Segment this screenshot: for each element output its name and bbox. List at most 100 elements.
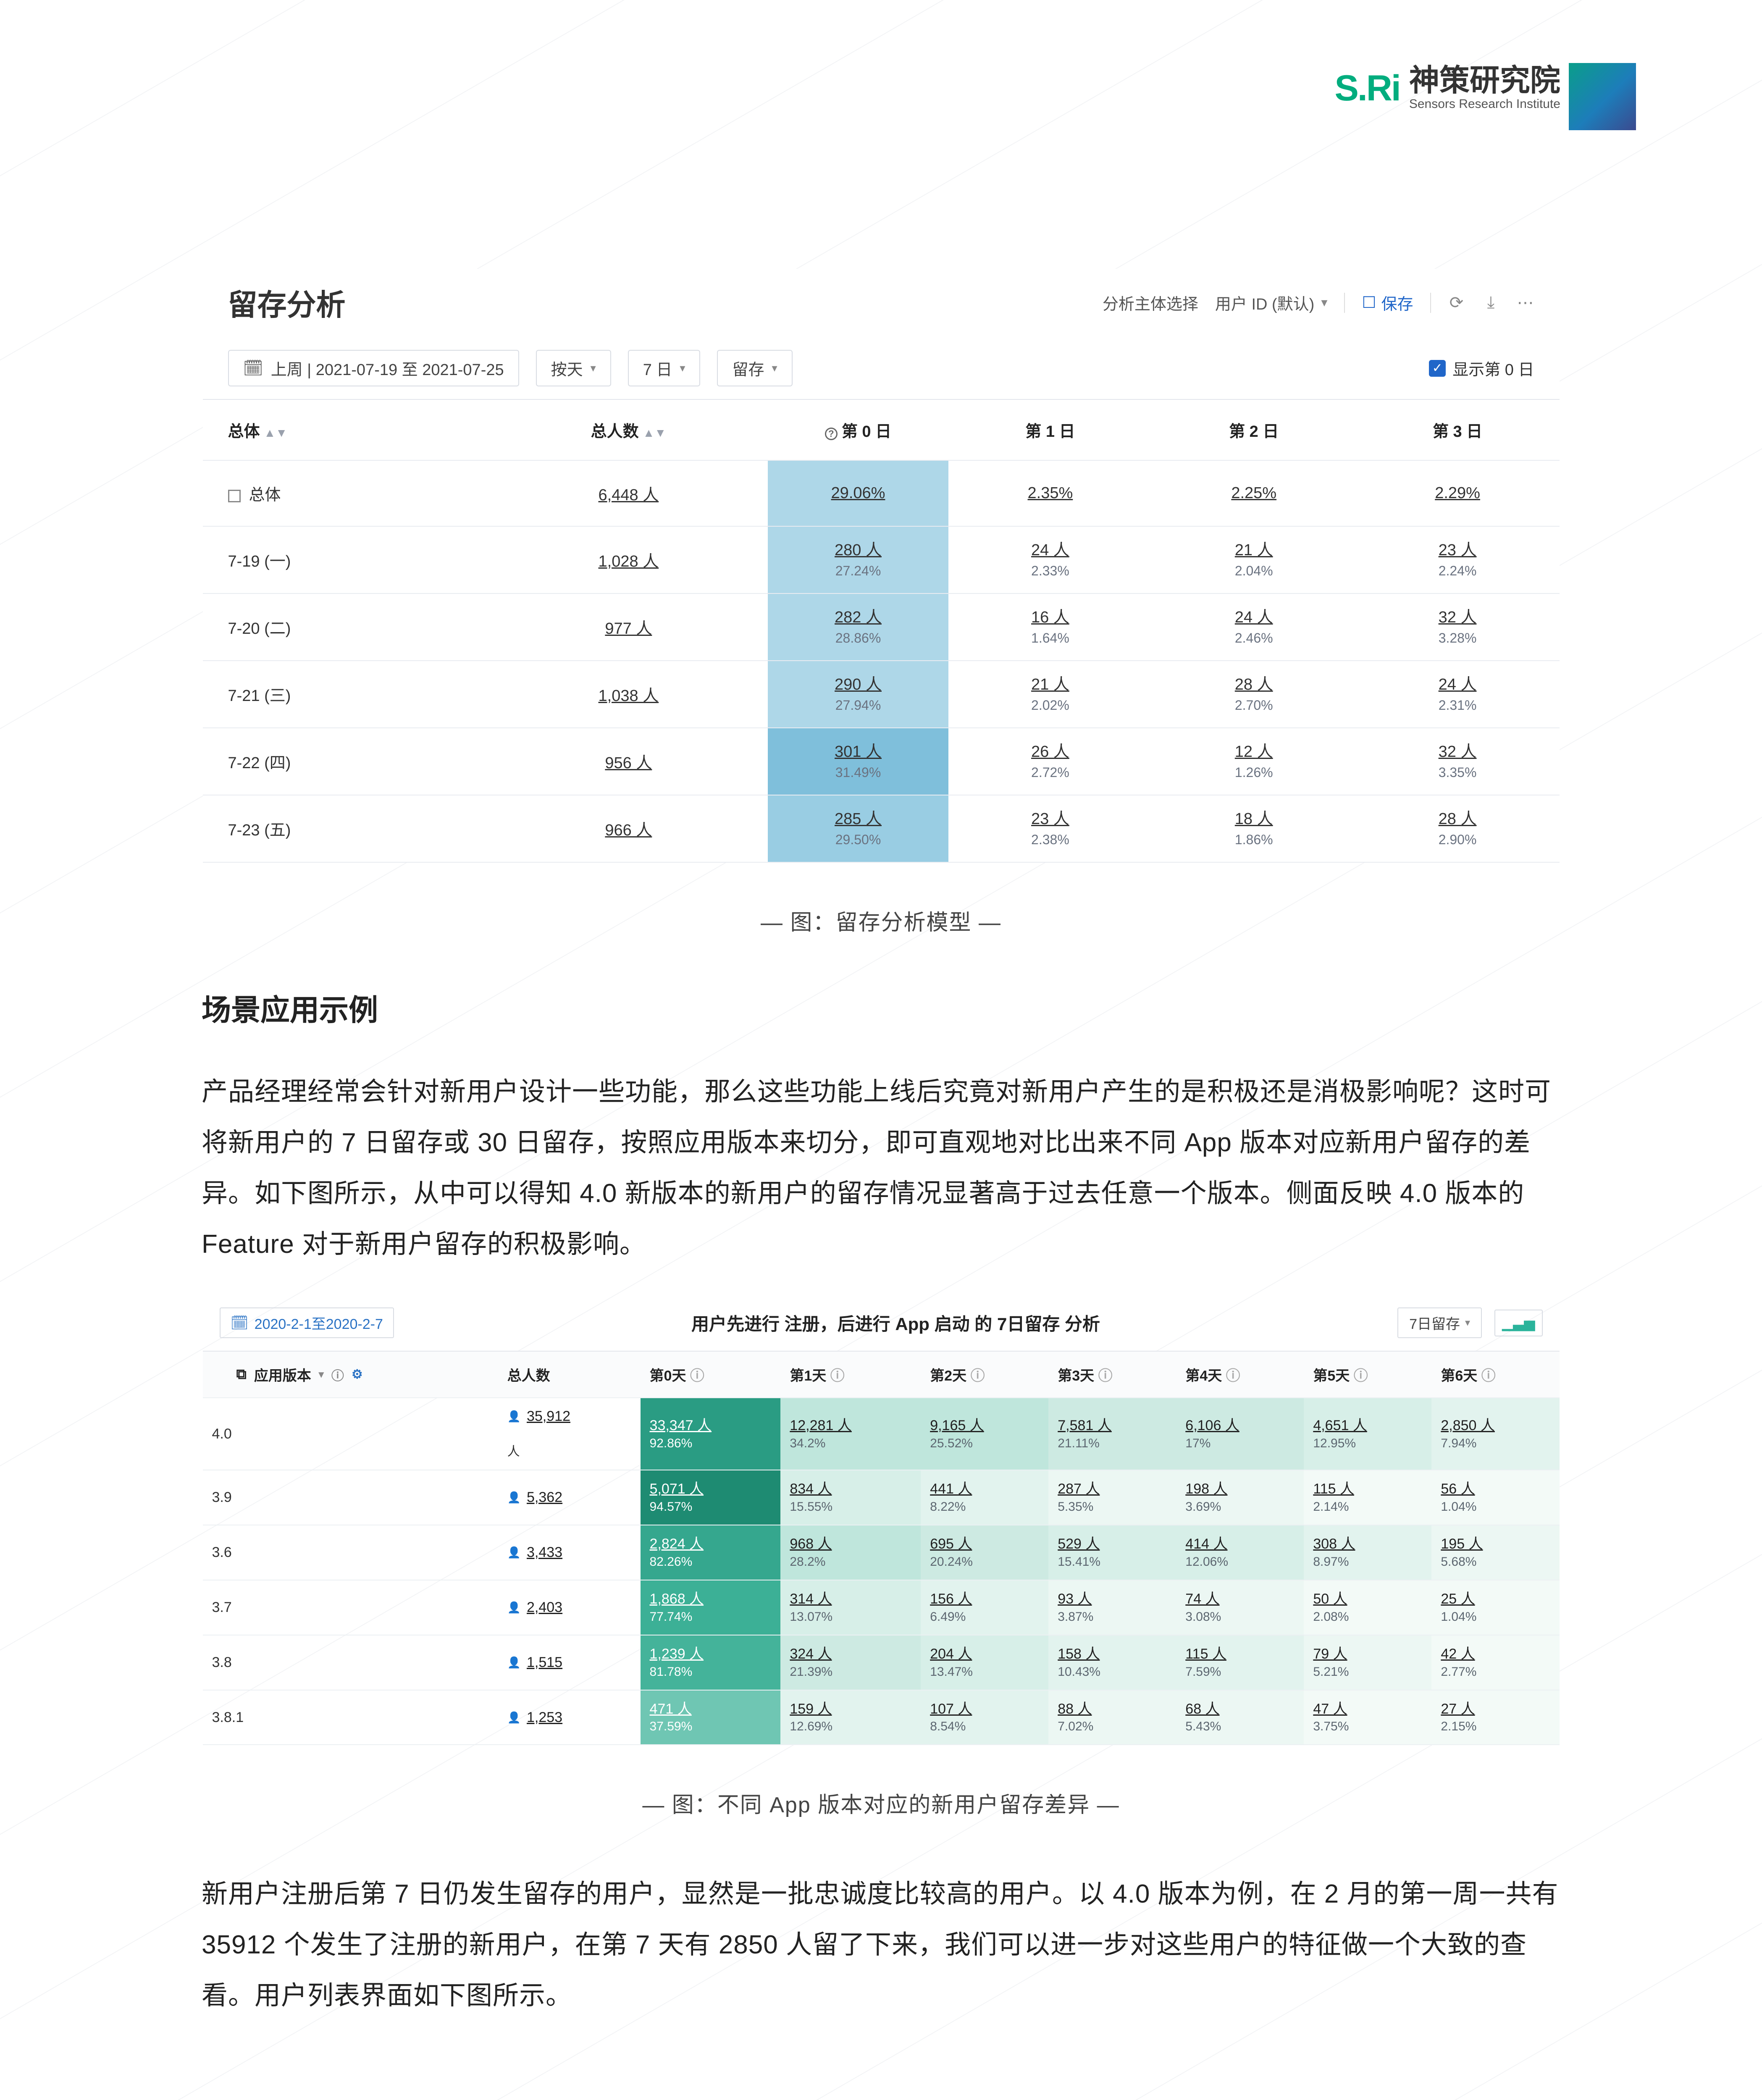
row-total[interactable]: 1,038 人: [489, 661, 768, 728]
row-d3[interactable]: 23 人2.24%: [1356, 526, 1560, 593]
day-cell[interactable]: 198 人3.69%: [1176, 1470, 1304, 1525]
total-cell[interactable]: 👤2,403: [498, 1580, 641, 1635]
row-d1[interactable]: 24 人2.33%: [948, 526, 1152, 593]
day-cell[interactable]: 471 人37.59%: [641, 1690, 781, 1745]
col-label[interactable]: 总体▲▼: [203, 399, 489, 460]
row-d2[interactable]: 18 人1.86%: [1152, 795, 1356, 862]
day-cell[interactable]: 107 人8.54%: [921, 1690, 1048, 1745]
day-cell[interactable]: 529 人15.41%: [1048, 1525, 1176, 1580]
row-d0[interactable]: 280 人27.24%: [768, 526, 948, 593]
day-cell[interactable]: 287 人5.35%: [1048, 1470, 1176, 1525]
more-icon[interactable]: ⋯: [1517, 294, 1534, 312]
row-d2[interactable]: 28 人2.70%: [1152, 661, 1356, 728]
row-d3[interactable]: 28 人2.90%: [1356, 795, 1560, 862]
day-cell[interactable]: 25 人1.04%: [1431, 1580, 1559, 1635]
show-day0-checkbox[interactable]: ✓ 显示第 0 日: [1429, 357, 1534, 380]
retention-span-select[interactable]: 7日留存 ▾: [1397, 1307, 1482, 1338]
row-d3[interactable]: 32 人3.35%: [1356, 728, 1560, 795]
day-cell[interactable]: 1,239 人81.78%: [641, 1635, 781, 1690]
row-total[interactable]: 6,448 人: [489, 460, 768, 526]
span-select[interactable]: 7 日 ▾: [628, 350, 701, 386]
day-cell[interactable]: 50 人2.08%: [1304, 1580, 1431, 1635]
date-range-pill-2[interactable]: 🗓 2020-2-1至2020-2-7: [220, 1307, 394, 1338]
row-d1[interactable]: 16 人1.64%: [948, 593, 1152, 661]
day-cell[interactable]: 6,106 人17%: [1176, 1398, 1304, 1470]
day-cell[interactable]: 159 人12.69%: [780, 1690, 921, 1745]
day-cell[interactable]: 115 人7.59%: [1176, 1635, 1304, 1690]
day-cell[interactable]: 88 人7.02%: [1048, 1690, 1176, 1745]
date-range-pill[interactable]: 🗓 上周 | 2021-07-19 至 2021-07-25: [228, 350, 519, 386]
day-cell[interactable]: 204 人13.47%: [921, 1635, 1048, 1690]
row-d0[interactable]: 285 人29.50%: [768, 795, 948, 862]
day-cell[interactable]: 33,347 人92.86%: [641, 1398, 781, 1470]
day-cell[interactable]: 79 人5.21%: [1304, 1635, 1431, 1690]
day-cell[interactable]: 834 人15.55%: [780, 1470, 921, 1525]
col-groupby[interactable]: ⧉ 应用版本 ▾ ⓘ ⚙: [203, 1351, 498, 1398]
expand-icon[interactable]: [228, 490, 241, 502]
info-icon[interactable]: ⓘ: [1098, 1368, 1113, 1384]
save-button[interactable]: ☐ 保存: [1362, 291, 1413, 314]
row-d2[interactable]: 24 人2.46%: [1152, 593, 1356, 661]
row-d1[interactable]: 26 人2.72%: [948, 728, 1152, 795]
chart-toggle-button[interactable]: ▁▃▅: [1494, 1310, 1542, 1336]
day-cell[interactable]: 156 人6.49%: [921, 1580, 1048, 1635]
day-cell[interactable]: 4,651 人12.95%: [1304, 1398, 1431, 1470]
unit-select[interactable]: 按天 ▾: [536, 350, 611, 386]
day-cell[interactable]: 42 人2.77%: [1431, 1635, 1559, 1690]
info-icon[interactable]: ⓘ: [971, 1368, 985, 1384]
day-cell[interactable]: 195 人5.68%: [1431, 1525, 1559, 1580]
day-cell[interactable]: 115 人2.14%: [1304, 1470, 1431, 1525]
row-d0[interactable]: 301 人31.49%: [768, 728, 948, 795]
day-cell[interactable]: 414 人12.06%: [1176, 1525, 1304, 1580]
day-cell[interactable]: 2,850 人7.94%: [1431, 1398, 1559, 1470]
refresh-icon[interactable]: ⟳: [1448, 294, 1465, 312]
day-cell[interactable]: 308 人8.97%: [1304, 1525, 1431, 1580]
day-cell[interactable]: 56 人1.04%: [1431, 1470, 1559, 1525]
total-cell[interactable]: 👤35,912人: [498, 1398, 641, 1470]
day-cell[interactable]: 441 人8.22%: [921, 1470, 1048, 1525]
row-total[interactable]: 977 人: [489, 593, 768, 661]
row-d1[interactable]: 21 人2.02%: [948, 661, 1152, 728]
day-cell[interactable]: 695 人20.24%: [921, 1525, 1048, 1580]
day-cell[interactable]: 968 人28.2%: [780, 1525, 921, 1580]
info-icon[interactable]: ⓘ: [1481, 1368, 1496, 1384]
total-cell[interactable]: 👤3,433: [498, 1525, 641, 1580]
info-icon[interactable]: ⓘ: [690, 1368, 704, 1384]
day-cell[interactable]: 93 人3.87%: [1048, 1580, 1176, 1635]
row-d0[interactable]: 29.06%: [768, 460, 948, 526]
day-cell[interactable]: 7,581 人21.11%: [1048, 1398, 1176, 1470]
metric-select[interactable]: 留存 ▾: [717, 350, 792, 386]
info-icon[interactable]: ⓘ: [1226, 1368, 1240, 1384]
info-icon[interactable]: ⓘ: [331, 1365, 344, 1384]
day-cell[interactable]: 74 人3.08%: [1176, 1580, 1304, 1635]
col-total-count[interactable]: 总人数▲▼: [489, 399, 768, 460]
row-total[interactable]: 956 人: [489, 728, 768, 795]
download-icon[interactable]: ⤓: [1482, 294, 1500, 312]
info-icon[interactable]: ?: [825, 428, 838, 440]
row-d0[interactable]: 282 人28.86%: [768, 593, 948, 661]
row-d3[interactable]: 2.29%: [1356, 460, 1560, 526]
day-cell[interactable]: 2,824 人82.26%: [641, 1525, 781, 1580]
row-d2[interactable]: 12 人1.26%: [1152, 728, 1356, 795]
row-d2[interactable]: 21 人2.04%: [1152, 526, 1356, 593]
day-cell[interactable]: 27 人2.15%: [1431, 1690, 1559, 1745]
row-d3[interactable]: 24 人2.31%: [1356, 661, 1560, 728]
row-total[interactable]: 1,028 人: [489, 526, 768, 593]
gear-icon[interactable]: ⚙: [352, 1367, 363, 1382]
row-d1[interactable]: 2.35%: [948, 460, 1152, 526]
row-d3[interactable]: 32 人3.28%: [1356, 593, 1560, 661]
day-cell[interactable]: 5,071 人94.57%: [641, 1470, 781, 1525]
row-d1[interactable]: 23 人2.38%: [948, 795, 1152, 862]
total-cell[interactable]: 👤1,253: [498, 1690, 641, 1745]
total-cell[interactable]: 👤5,362: [498, 1470, 641, 1525]
row-d2[interactable]: 2.25%: [1152, 460, 1356, 526]
day-cell[interactable]: 1,868 人77.74%: [641, 1580, 781, 1635]
row-total[interactable]: 966 人: [489, 795, 768, 862]
row-d0[interactable]: 290 人27.94%: [768, 661, 948, 728]
day-cell[interactable]: 47 人3.75%: [1304, 1690, 1431, 1745]
day-cell[interactable]: 68 人5.43%: [1176, 1690, 1304, 1745]
subject-select[interactable]: 用户 ID (默认) ▾: [1215, 289, 1328, 316]
total-cell[interactable]: 👤1,515: [498, 1635, 641, 1690]
day-cell[interactable]: 158 人10.43%: [1048, 1635, 1176, 1690]
info-icon[interactable]: ⓘ: [1354, 1368, 1368, 1384]
